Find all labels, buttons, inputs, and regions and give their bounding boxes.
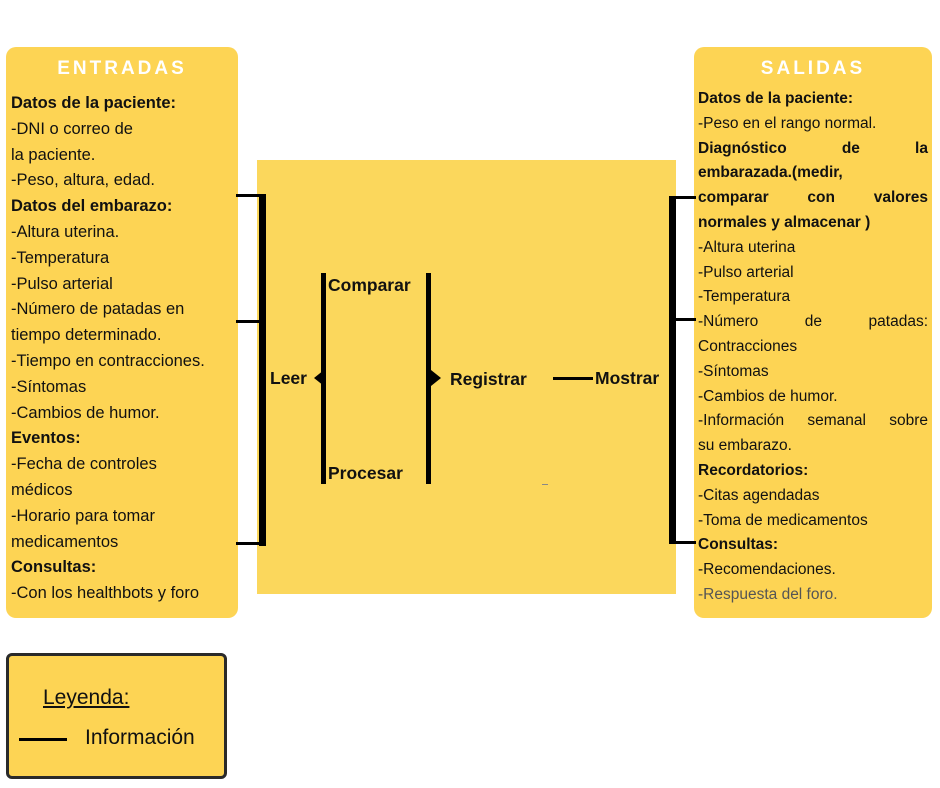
output-line: Consultas: xyxy=(698,536,779,554)
input-line: Eventos: xyxy=(11,429,81,448)
output-line: Diagnóstico de la xyxy=(698,139,928,157)
left-bracket-vertical xyxy=(259,194,266,546)
register-show-connector xyxy=(553,377,593,380)
output-line: Recordatorios: xyxy=(698,462,809,479)
input-line: -Síntomas xyxy=(11,377,87,396)
register-label: Registrar xyxy=(450,369,527,389)
output-line: -Respuesta del foro. xyxy=(698,586,838,603)
output-line: -Recomendaciones. xyxy=(698,561,836,579)
input-line: -Horario para tomar xyxy=(11,506,155,525)
input-line: -Con los healthbots y foro xyxy=(11,584,200,603)
output-line: -Información semanal sobre xyxy=(698,412,928,430)
input-line: -Número de patadas en xyxy=(11,300,185,319)
output-line: -Citas agendadas xyxy=(698,486,820,504)
input-line: -Peso, altura, edad. xyxy=(11,171,156,190)
process-panel xyxy=(257,160,676,594)
legend-item-label: Información xyxy=(85,726,195,749)
output-line: -Toma de medicamentos xyxy=(698,511,868,529)
output-line: comparar con valores xyxy=(698,189,928,207)
input-line: Datos de la paciente: xyxy=(11,94,177,112)
output-line: -Cambios de humor. xyxy=(698,387,838,405)
legend-line-icon xyxy=(19,738,67,741)
read-label: Leer xyxy=(270,368,307,388)
left-bracket-middle xyxy=(236,320,264,323)
output-line: Datos de la paciente: xyxy=(698,90,854,107)
small-mark xyxy=(542,484,548,485)
input-line: -DNI o correo de xyxy=(11,119,133,138)
legend-box: Leyenda: Información xyxy=(6,653,227,779)
right-bracket-middle xyxy=(672,318,696,321)
output-line: -Síntomas xyxy=(698,362,769,380)
right-bracket-vertical xyxy=(669,196,676,544)
outputs-panel: SALIDAS Datos de la paciente: -Peso en el… xyxy=(694,47,932,618)
output-line: -Temperatura xyxy=(698,288,791,306)
output-line: -Número de patadas: xyxy=(698,313,928,331)
inner-bracket-right xyxy=(426,273,431,484)
input-line: médicos xyxy=(11,481,73,499)
input-line: -Tiempo en contracciones. xyxy=(11,352,205,370)
outputs-title: SALIDAS xyxy=(760,58,866,79)
compare-label: Comparar xyxy=(328,275,411,295)
input-line: -Temperatura xyxy=(11,248,110,267)
legend-title: Leyenda: xyxy=(43,686,130,709)
input-line: -Fecha de controles xyxy=(11,455,157,474)
process-label: Procesar xyxy=(328,463,403,483)
inputs-title: ENTRADAS xyxy=(57,58,187,79)
output-line: su embarazo. xyxy=(698,437,792,455)
right-bracket-top xyxy=(672,196,696,199)
output-line: -Pulso arterial xyxy=(698,263,794,281)
inputs-panel: ENTRADAS Datos de la paciente: -DNI o cor… xyxy=(6,47,238,618)
input-line: Datos del embarazo: xyxy=(11,197,173,216)
left-bracket-bottom xyxy=(236,542,264,545)
output-line: -Altura uterina xyxy=(698,238,796,256)
show-label: Mostrar xyxy=(595,368,660,388)
input-line: -Altura uterina. xyxy=(11,223,120,241)
input-line: Consultas: xyxy=(11,558,97,577)
input-line: -Cambios de humor. xyxy=(11,403,160,422)
output-line: embarazada.(medir, xyxy=(698,164,843,182)
register-arrow-icon xyxy=(431,370,441,386)
output-line: -Peso en el rango normal. xyxy=(698,114,877,132)
input-line: tiempo determinado. xyxy=(11,326,162,345)
input-line: la paciente. xyxy=(11,145,96,164)
inner-bracket-left xyxy=(321,273,326,484)
input-line: medicamentos xyxy=(11,532,119,551)
right-bracket-bottom xyxy=(672,541,696,544)
output-line: normales y almacenar ) xyxy=(698,214,871,231)
input-line: -Pulso arterial xyxy=(11,274,113,293)
output-line: Contracciones xyxy=(698,338,798,355)
left-bracket-top xyxy=(236,194,264,197)
